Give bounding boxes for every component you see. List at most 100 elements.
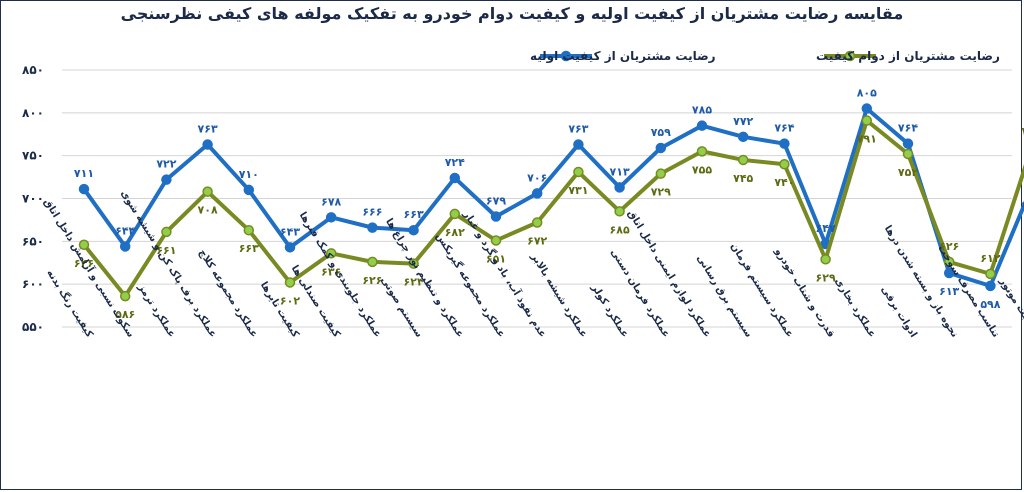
- data-label: ۷۱۳: [1022, 199, 1024, 212]
- legend-label: رضایت مشتریان از دوام کیفیت: [816, 49, 1000, 64]
- data-point: [614, 206, 625, 217]
- data-point: [614, 182, 625, 193]
- data-point: [861, 115, 873, 126]
- data-label: ۶۵۱: [486, 252, 506, 265]
- data-point: [655, 168, 667, 179]
- data-label: ۶۴۳: [280, 225, 300, 238]
- y-tick-label: ۸۰۰: [22, 106, 44, 120]
- data-point: [902, 148, 914, 160]
- data-label: ۷۱۱: [74, 167, 94, 180]
- data-point: [490, 211, 502, 222]
- data-label: ۷۶۰: [1022, 125, 1024, 138]
- data-label: ۵۸۶: [115, 308, 135, 321]
- data-point: [119, 290, 131, 302]
- data-label: ۶۲۶: [362, 274, 382, 287]
- data-label: ۷۲۲: [156, 158, 176, 171]
- category-label: عملکرد ترمز: [135, 281, 177, 339]
- data-point: [573, 166, 584, 178]
- legend-marker: [560, 50, 572, 62]
- data-label: ۶۲۹: [816, 271, 836, 284]
- data-label: ۶۶۳: [404, 208, 424, 221]
- data-point: [779, 158, 790, 170]
- data-label: ۷۶۳: [198, 123, 218, 136]
- y-tick-label: ۵۵۰: [22, 320, 44, 334]
- y-tick-label: ۷۰۰: [22, 192, 44, 206]
- data-label: ۶۱۲: [980, 252, 1000, 265]
- data-label: ۷۵۲: [898, 166, 918, 179]
- data-label: ۷۷۲: [733, 115, 753, 128]
- data-point: [531, 188, 543, 199]
- data-label: ۶۴۴: [115, 224, 135, 237]
- data-label: ۶۴۶: [74, 257, 94, 270]
- data-point: [531, 217, 543, 228]
- data-label: ۶۶۳: [239, 242, 259, 255]
- data-label: ۷۱۳: [610, 165, 630, 178]
- data-label: ۷۹۱: [857, 133, 877, 146]
- data-point: [943, 256, 955, 268]
- data-point: [284, 242, 296, 253]
- category-label: کیفیت رنگ بدنه: [44, 267, 96, 340]
- data-point: [119, 241, 131, 252]
- data-label: ۶۳۶: [321, 265, 341, 278]
- data-point: [655, 142, 667, 154]
- data-label: ۵۹۸: [980, 298, 1000, 311]
- data-label: ۶۱۳: [939, 285, 959, 298]
- data-label: ۷۴۰: [774, 176, 794, 189]
- data-label: ۷۲۹: [651, 186, 671, 199]
- data-point: [490, 235, 502, 246]
- data-label: ۷۶۴: [898, 122, 918, 135]
- data-point: [325, 212, 337, 223]
- data-point: [243, 224, 255, 236]
- data-label: ۷۰۸: [198, 204, 218, 217]
- data-label: ۷۶۳: [568, 123, 588, 136]
- y-tick-label: ۶۵۰: [22, 234, 44, 248]
- category-label: عملکرد مجموعه گیربکس: [433, 230, 508, 339]
- data-label: ۶۷۲: [527, 234, 547, 247]
- series-line: [82, 118, 1024, 299]
- data-point: [408, 224, 419, 236]
- data-label: ۶۸۵: [610, 223, 630, 236]
- data-point: [284, 277, 296, 288]
- data-point: [820, 254, 831, 265]
- data-point: [696, 146, 708, 157]
- data-label: ۶۰۲: [280, 294, 300, 307]
- data-label: ۸۰۵: [857, 87, 877, 100]
- data-point: [367, 256, 378, 268]
- data-label: ۷۵۹: [651, 126, 671, 139]
- chart-title: مقایسه رضایت مشتریان از کیفیت اولیه و کی…: [120, 4, 904, 23]
- data-point: [367, 222, 378, 233]
- data-label: ۷۵۵: [692, 163, 712, 176]
- data-point: [737, 154, 749, 166]
- data-label: ۶۲۶: [939, 240, 959, 253]
- data-point: [573, 139, 584, 150]
- category-label: عملکرد کولر: [589, 282, 631, 340]
- series-line: [82, 106, 1024, 288]
- data-label: ۷۸۵: [692, 104, 712, 117]
- y-tick-label: ۸۵۰: [22, 63, 44, 77]
- data-label: ۶۶۱: [156, 244, 176, 257]
- data-label: ۷۴۵: [733, 172, 753, 185]
- data-point: [985, 280, 996, 292]
- y-tick-label: ۷۵۰: [22, 149, 44, 163]
- data-point: [449, 172, 461, 184]
- category-label: عملکرد لوازم ایمنی داخل اتاق: [625, 208, 713, 339]
- data-point: [78, 183, 90, 195]
- data-point: [943, 267, 955, 279]
- data-point: [243, 184, 255, 196]
- data-point: [737, 131, 749, 143]
- data-label: ۶۴۷: [816, 222, 836, 235]
- data-label: ۶۶۶: [362, 206, 382, 219]
- data-label: ۷۳۱: [568, 184, 588, 197]
- category-label: ادوات برقی: [879, 284, 919, 339]
- data-label: ۶۷۹: [486, 194, 506, 207]
- category-label: سکوت نسبی و آرامش داخل اتاق: [41, 196, 138, 340]
- legend-label: رضایت مشتریان از کیفیت اولیه: [530, 49, 716, 64]
- category-label: وضعیت موتور: [997, 275, 1024, 339]
- data-label: ۷۱۰: [239, 168, 259, 181]
- data-point: [78, 239, 90, 251]
- data-point: [202, 186, 213, 197]
- data-point: [161, 174, 172, 185]
- data-label: ۶۲۴: [404, 276, 424, 289]
- data-point: [202, 139, 213, 150]
